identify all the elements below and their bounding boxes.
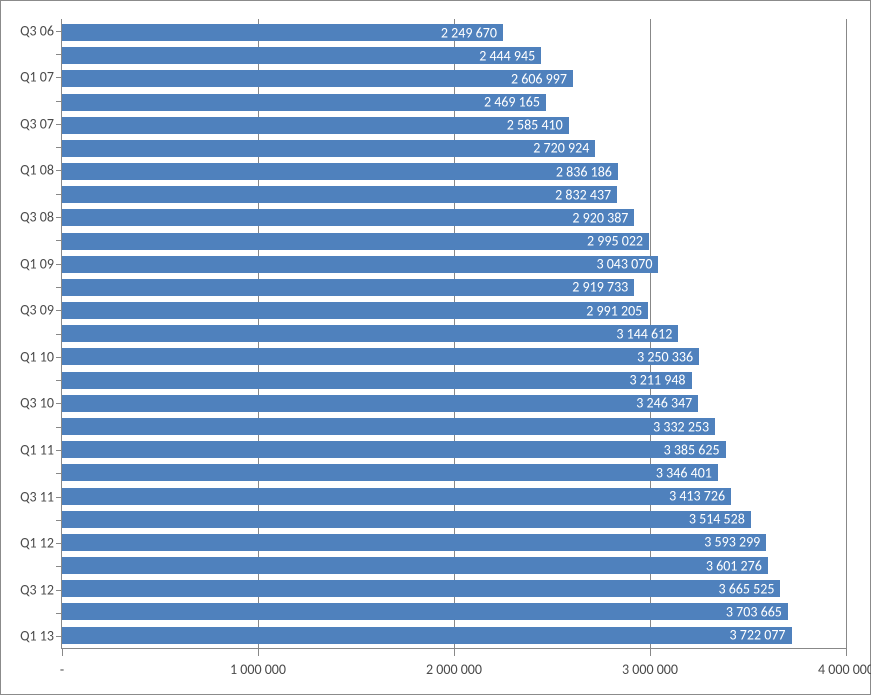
bar-value-label: 2 444 945 [62, 47, 541, 64]
y-axis-label: Q3 09 [20, 302, 62, 319]
y-axis-label: Q1 11 [20, 441, 62, 458]
bar-row: 3 665 525 [62, 580, 846, 597]
bar-value-label: 2 249 670 [62, 24, 503, 41]
bar-value-label: 3 043 070 [62, 256, 658, 273]
y-axis-label: Q3 08 [20, 209, 62, 226]
bar-row: 3 703 665 [62, 603, 846, 620]
y-tick [56, 54, 62, 55]
bar-row: 3 514 528 [62, 511, 846, 528]
bars-container: 2 249 670 2 444 945 2 606 997 2 469 165 2 58… [62, 19, 846, 648]
x-tick [258, 648, 259, 656]
bar-value-label: 3 593 299 [62, 534, 766, 551]
bar-value-label: 3 601 276 [62, 557, 768, 574]
bar-row: 3 332 253 [62, 418, 846, 435]
bar-row: 2 920 387 [62, 209, 846, 226]
plot-area: - 1 000 000 2 000 000 3 000 000 4 000 00… [61, 19, 846, 649]
bar-value-label: 2 920 387 [62, 209, 634, 226]
bar-row: 2 469 165 [62, 94, 846, 111]
x-tick [62, 648, 63, 656]
bar-row: 3 346 401 [62, 464, 846, 481]
bar-value-label: 2 606 997 [62, 70, 573, 87]
y-axis-label: Q1 09 [20, 255, 62, 272]
bar-value-label: 3 144 612 [62, 325, 678, 342]
bar-row: 3 385 625 [62, 441, 846, 458]
bar-value-label: 3 703 665 [62, 603, 788, 620]
x-axis-label: 3 000 000 [622, 661, 678, 678]
bar-row: 3 246 347 [62, 395, 846, 412]
bar-value-label: 2 995 022 [62, 233, 649, 250]
bar-value-label: 3 514 528 [62, 511, 751, 528]
bar-value-label: 3 211 948 [62, 372, 692, 389]
bar-value-label: 3 250 336 [62, 348, 699, 365]
y-axis-label: Q3 11 [20, 488, 62, 505]
x-axis-label: 1 000 000 [230, 661, 286, 678]
y-axis-label: Q1 12 [20, 535, 62, 552]
bar-row: 3 043 070 [62, 256, 846, 273]
y-axis-label: Q1 13 [20, 628, 62, 645]
bar-row: 3 593 299 [62, 534, 846, 551]
gridline [846, 19, 847, 648]
x-axis-label: 2 000 000 [426, 661, 482, 678]
x-tick [454, 648, 455, 656]
y-tick [56, 566, 62, 567]
x-axis-label: 4 000 000 [818, 661, 871, 678]
bar-row: 2 836 186 [62, 163, 846, 180]
y-tick [56, 427, 62, 428]
y-tick [56, 334, 62, 335]
bar-value-label: 3 246 347 [62, 395, 698, 412]
bar-row: 3 144 612 [62, 325, 846, 342]
bar-value-label: 2 720 924 [62, 140, 595, 157]
bar-row: 2 585 410 [62, 117, 846, 134]
y-tick [56, 520, 62, 521]
y-tick [56, 194, 62, 195]
y-tick [56, 473, 62, 474]
bar-row: 2 249 670 [62, 24, 846, 41]
bar-value-label: 2 919 733 [62, 279, 634, 296]
y-tick [56, 287, 62, 288]
y-axis-label: Q1 10 [20, 348, 62, 365]
y-axis-label: Q1 07 [20, 69, 62, 86]
x-axis-label: - [60, 661, 64, 678]
y-axis-label: Q3 06 [20, 22, 62, 39]
bar-row: 2 720 924 [62, 140, 846, 157]
x-tick [650, 648, 651, 656]
bar-row: 3 722 077 [62, 627, 846, 644]
bar-row: 3 211 948 [62, 372, 846, 389]
bar-value-label: 3 413 726 [62, 488, 731, 505]
bar-value-label: 2 836 186 [62, 163, 618, 180]
bar-value-label: 2 991 205 [62, 302, 648, 319]
bar-row: 2 995 022 [62, 233, 846, 250]
y-tick [56, 101, 62, 102]
bar-value-label: 2 469 165 [62, 94, 546, 111]
bar-row: 3 601 276 [62, 557, 846, 574]
y-tick [56, 240, 62, 241]
y-tick [56, 613, 62, 614]
bar-row: 3 413 726 [62, 488, 846, 505]
bar-value-label: 3 722 077 [62, 627, 792, 644]
bar-value-label: 3 346 401 [62, 464, 718, 481]
bar-value-label: 3 332 253 [62, 418, 715, 435]
y-axis-label: Q1 08 [20, 162, 62, 179]
bar-value-label: 2 585 410 [62, 117, 569, 134]
y-axis-label: Q3 07 [20, 115, 62, 132]
y-tick [56, 380, 62, 381]
chart-frame: - 1 000 000 2 000 000 3 000 000 4 000 00… [0, 0, 871, 695]
x-tick [846, 648, 847, 656]
bar-row: 2 919 733 [62, 279, 846, 296]
bar-row: 2 444 945 [62, 47, 846, 64]
bar-value-label: 2 832 437 [62, 186, 617, 203]
bar-value-label: 3 665 525 [62, 580, 780, 597]
y-axis-label: Q3 10 [20, 395, 62, 412]
bar-row: 2 991 205 [62, 302, 846, 319]
bar-row: 2 832 437 [62, 186, 846, 203]
y-axis-label: Q3 12 [20, 581, 62, 598]
bar-row: 3 250 336 [62, 348, 846, 365]
y-tick [56, 147, 62, 148]
bar-value-label: 3 385 625 [62, 441, 726, 458]
bar-row: 2 606 997 [62, 70, 846, 87]
